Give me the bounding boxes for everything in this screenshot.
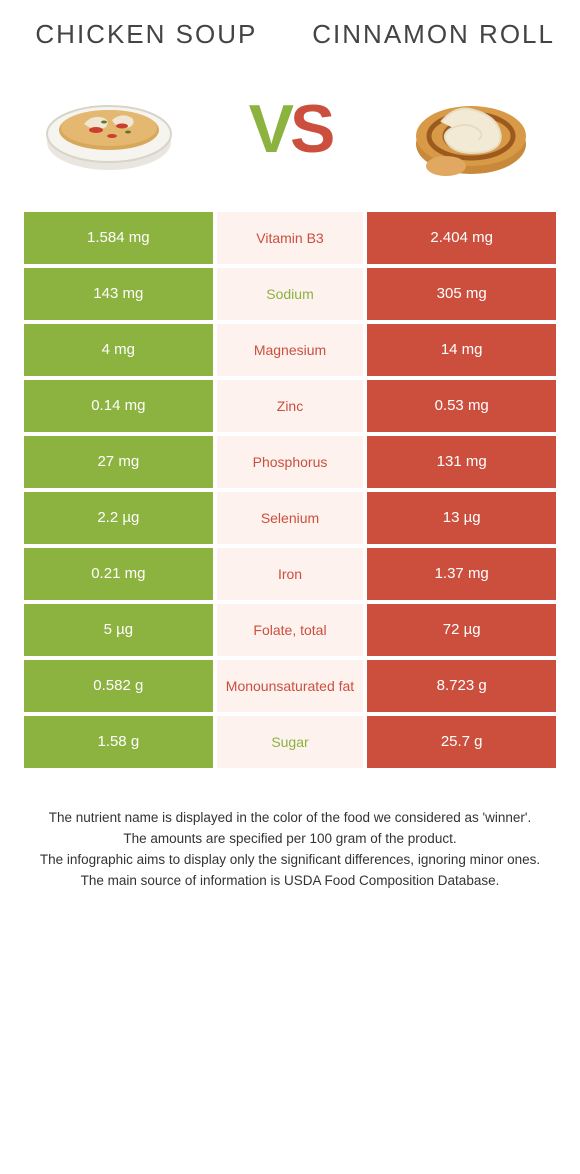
right-value: 131 mg — [367, 436, 556, 488]
nutrient-label: Phosphorus — [217, 436, 364, 488]
table-row: 27 mgPhosphorus131 mg — [24, 436, 556, 488]
nutrient-table: 1.584 mgVitamin B32.404 mg143 mgSodium30… — [24, 212, 556, 768]
table-row: 1.584 mgVitamin B32.404 mg — [24, 212, 556, 264]
left-value: 1.584 mg — [24, 212, 213, 264]
chicken-soup-icon — [34, 74, 184, 184]
right-value: 1.37 mg — [367, 548, 556, 600]
right-value: 2.404 mg — [367, 212, 556, 264]
table-row: 0.14 mgZinc0.53 mg — [24, 380, 556, 432]
footer-line: The nutrient name is displayed in the co… — [30, 808, 550, 829]
left-value: 5 µg — [24, 604, 213, 656]
table-row: 2.2 µgSelenium13 µg — [24, 492, 556, 544]
right-value: 8.723 g — [367, 660, 556, 712]
table-row: 5 µgFolate, total72 µg — [24, 604, 556, 656]
right-value: 13 µg — [367, 492, 556, 544]
nutrient-label: Iron — [217, 548, 364, 600]
nutrient-label: Magnesium — [217, 324, 364, 376]
nutrient-label: Monounsaturated fat — [217, 660, 364, 712]
right-value: 72 µg — [367, 604, 556, 656]
title-row: CHICKEN SOUP CINNAMON ROLL — [24, 20, 556, 50]
table-row: 4 mgMagnesium14 mg — [24, 324, 556, 376]
footer-line: The infographic aims to display only the… — [30, 850, 550, 871]
vs-s: S — [290, 90, 331, 168]
footer-notes: The nutrient name is displayed in the co… — [24, 808, 556, 892]
hero-row: VS — [24, 74, 556, 184]
right-food-title: CINNAMON ROLL — [311, 20, 556, 50]
left-value: 2.2 µg — [24, 492, 213, 544]
left-value: 27 mg — [24, 436, 213, 488]
right-value: 14 mg — [367, 324, 556, 376]
right-value: 305 mg — [367, 268, 556, 320]
nutrient-label: Vitamin B3 — [217, 212, 364, 264]
footer-line: The main source of information is USDA F… — [30, 871, 550, 892]
left-value: 143 mg — [24, 268, 213, 320]
infographic: CHICKEN SOUP CINNAMON ROLL VS — [0, 0, 580, 922]
nutrient-label: Sodium — [217, 268, 364, 320]
table-row: 0.21 mgIron1.37 mg — [24, 548, 556, 600]
left-value: 0.582 g — [24, 660, 213, 712]
nutrient-label: Zinc — [217, 380, 364, 432]
table-row: 143 mgSodium305 mg — [24, 268, 556, 320]
left-value: 4 mg — [24, 324, 213, 376]
table-row: 0.582 gMonounsaturated fat8.723 g — [24, 660, 556, 712]
right-value: 0.53 mg — [367, 380, 556, 432]
vs-v: V — [249, 90, 290, 168]
left-value: 0.14 mg — [24, 380, 213, 432]
left-value: 1.58 g — [24, 716, 213, 768]
table-row: 1.58 gSugar25.7 g — [24, 716, 556, 768]
footer-line: The amounts are specified per 100 gram o… — [30, 829, 550, 850]
right-value: 25.7 g — [367, 716, 556, 768]
nutrient-label: Sugar — [217, 716, 364, 768]
nutrient-label: Folate, total — [217, 604, 364, 656]
left-food-title: CHICKEN SOUP — [24, 20, 269, 50]
nutrient-label: Selenium — [217, 492, 364, 544]
left-value: 0.21 mg — [24, 548, 213, 600]
cinnamon-roll-icon — [396, 74, 546, 184]
vs-label: VS — [249, 90, 332, 168]
